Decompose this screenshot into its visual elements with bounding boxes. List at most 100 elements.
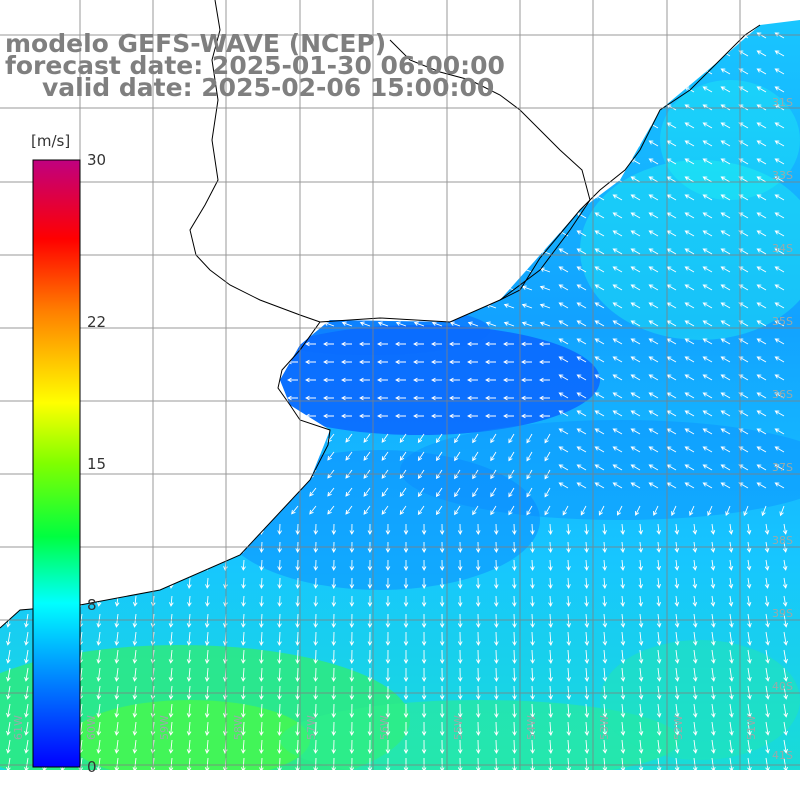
wind-arrow — [128, 451, 137, 460]
wind-arrow — [729, 631, 734, 646]
wind-arrow — [6, 721, 11, 736]
wind-arrow — [576, 482, 587, 489]
wind-arrow — [711, 703, 716, 718]
wind-arrow — [241, 595, 246, 607]
wind-arrow — [684, 338, 695, 345]
wind-arrow — [399, 505, 407, 515]
wind-arrow — [594, 482, 605, 489]
wind-arrow — [215, 123, 227, 129]
wind-arrow — [125, 413, 136, 419]
longitude-label: 59W — [158, 715, 171, 740]
wind-arrow — [161, 377, 172, 383]
wind-arrow — [323, 141, 335, 147]
wind-arrow — [17, 231, 29, 237]
wind-arrow — [702, 176, 713, 183]
wind-arrow — [526, 433, 533, 444]
wind-arrow — [179, 395, 190, 401]
wind-arrow — [377, 123, 389, 129]
wind-arrow — [197, 359, 208, 365]
wind-arrow — [341, 159, 353, 165]
wind-arrow — [602, 577, 607, 589]
wind-arrow — [539, 195, 551, 201]
wind-arrow — [684, 284, 695, 291]
wind-arrow — [0, 249, 11, 255]
wind-arrow — [558, 158, 569, 165]
wind-arrow — [114, 757, 120, 770]
wind-arrow — [215, 213, 227, 219]
wind-arrow — [186, 703, 192, 718]
wind-arrow — [251, 141, 263, 147]
wind-arrow — [684, 482, 695, 489]
wind-arrow — [774, 356, 785, 363]
wind-arrow — [161, 413, 172, 419]
wind-arrow — [576, 122, 587, 129]
wind-arrow — [503, 177, 515, 183]
wind-arrow — [630, 230, 641, 237]
wind-arrow — [182, 487, 191, 496]
wind-arrow — [96, 739, 102, 754]
wind-arrow — [782, 595, 788, 607]
wind-arrow — [638, 703, 644, 718]
wind-arrow — [395, 359, 406, 365]
wind-arrow — [467, 303, 479, 309]
wind-arrow — [503, 249, 515, 255]
wind-arrow — [558, 338, 569, 345]
wind-arrow — [630, 140, 641, 147]
wind-arrow — [413, 413, 424, 419]
wind-arrow — [421, 631, 427, 646]
wind-arrow — [291, 433, 299, 443]
wind-arrow — [467, 395, 478, 401]
wind-arrow — [179, 413, 190, 419]
wind-arrow — [743, 505, 749, 517]
wind-arrow — [720, 212, 731, 219]
wind-arrow — [558, 20, 569, 21]
wind-arrow — [168, 685, 174, 700]
wind-arrow — [359, 267, 371, 273]
wind-arrow — [269, 359, 280, 365]
wind-arrow — [720, 248, 731, 255]
wind-arrow — [377, 377, 388, 383]
wind-arrow — [17, 141, 29, 147]
wind-arrow — [251, 303, 263, 309]
wind-arrow — [6, 757, 11, 770]
wind-arrow — [594, 212, 605, 219]
wind-arrow — [305, 303, 317, 309]
wind-arrow — [764, 577, 770, 589]
wind-arrow — [377, 303, 389, 309]
wind-arrow — [345, 487, 353, 497]
wind-arrow — [584, 703, 590, 718]
wind-arrow — [594, 20, 605, 21]
wind-arrow — [512, 631, 517, 646]
wind-arrow — [620, 685, 626, 700]
wind-arrow — [53, 123, 65, 129]
wind-arrow — [449, 213, 461, 219]
wind-arrow — [259, 721, 264, 736]
wind-arrow — [476, 649, 481, 664]
wind-arrow — [638, 631, 644, 646]
wind-arrow — [638, 559, 644, 571]
title-forecast-date: forecast date: 2025-01-30 06:00:00 — [5, 51, 505, 80]
wind-arrow — [648, 68, 659, 75]
latitude-label: 41S — [772, 749, 793, 762]
wind-arrow — [521, 249, 533, 255]
wind-arrow — [674, 649, 680, 664]
wind-arrow — [107, 123, 119, 129]
wind-arrow — [385, 523, 391, 535]
wind-arrow — [457, 631, 463, 646]
wind-arrow — [720, 284, 731, 291]
wind-arrow — [702, 86, 713, 93]
wind-arrow — [539, 141, 551, 147]
wind-arrow — [602, 595, 607, 607]
wind-arrow — [323, 231, 335, 237]
wind-arrow — [421, 649, 427, 664]
wind-arrow — [359, 213, 371, 219]
wind-arrow — [738, 464, 749, 471]
wind-arrow — [107, 321, 119, 327]
wind-arrow — [125, 377, 136, 383]
wind-arrow — [125, 123, 137, 129]
wind-arrow — [287, 377, 298, 383]
wind-arrow — [544, 505, 551, 516]
wind-arrow — [774, 212, 785, 219]
wind-arrow — [215, 395, 226, 401]
wind-arrow — [19, 433, 29, 442]
